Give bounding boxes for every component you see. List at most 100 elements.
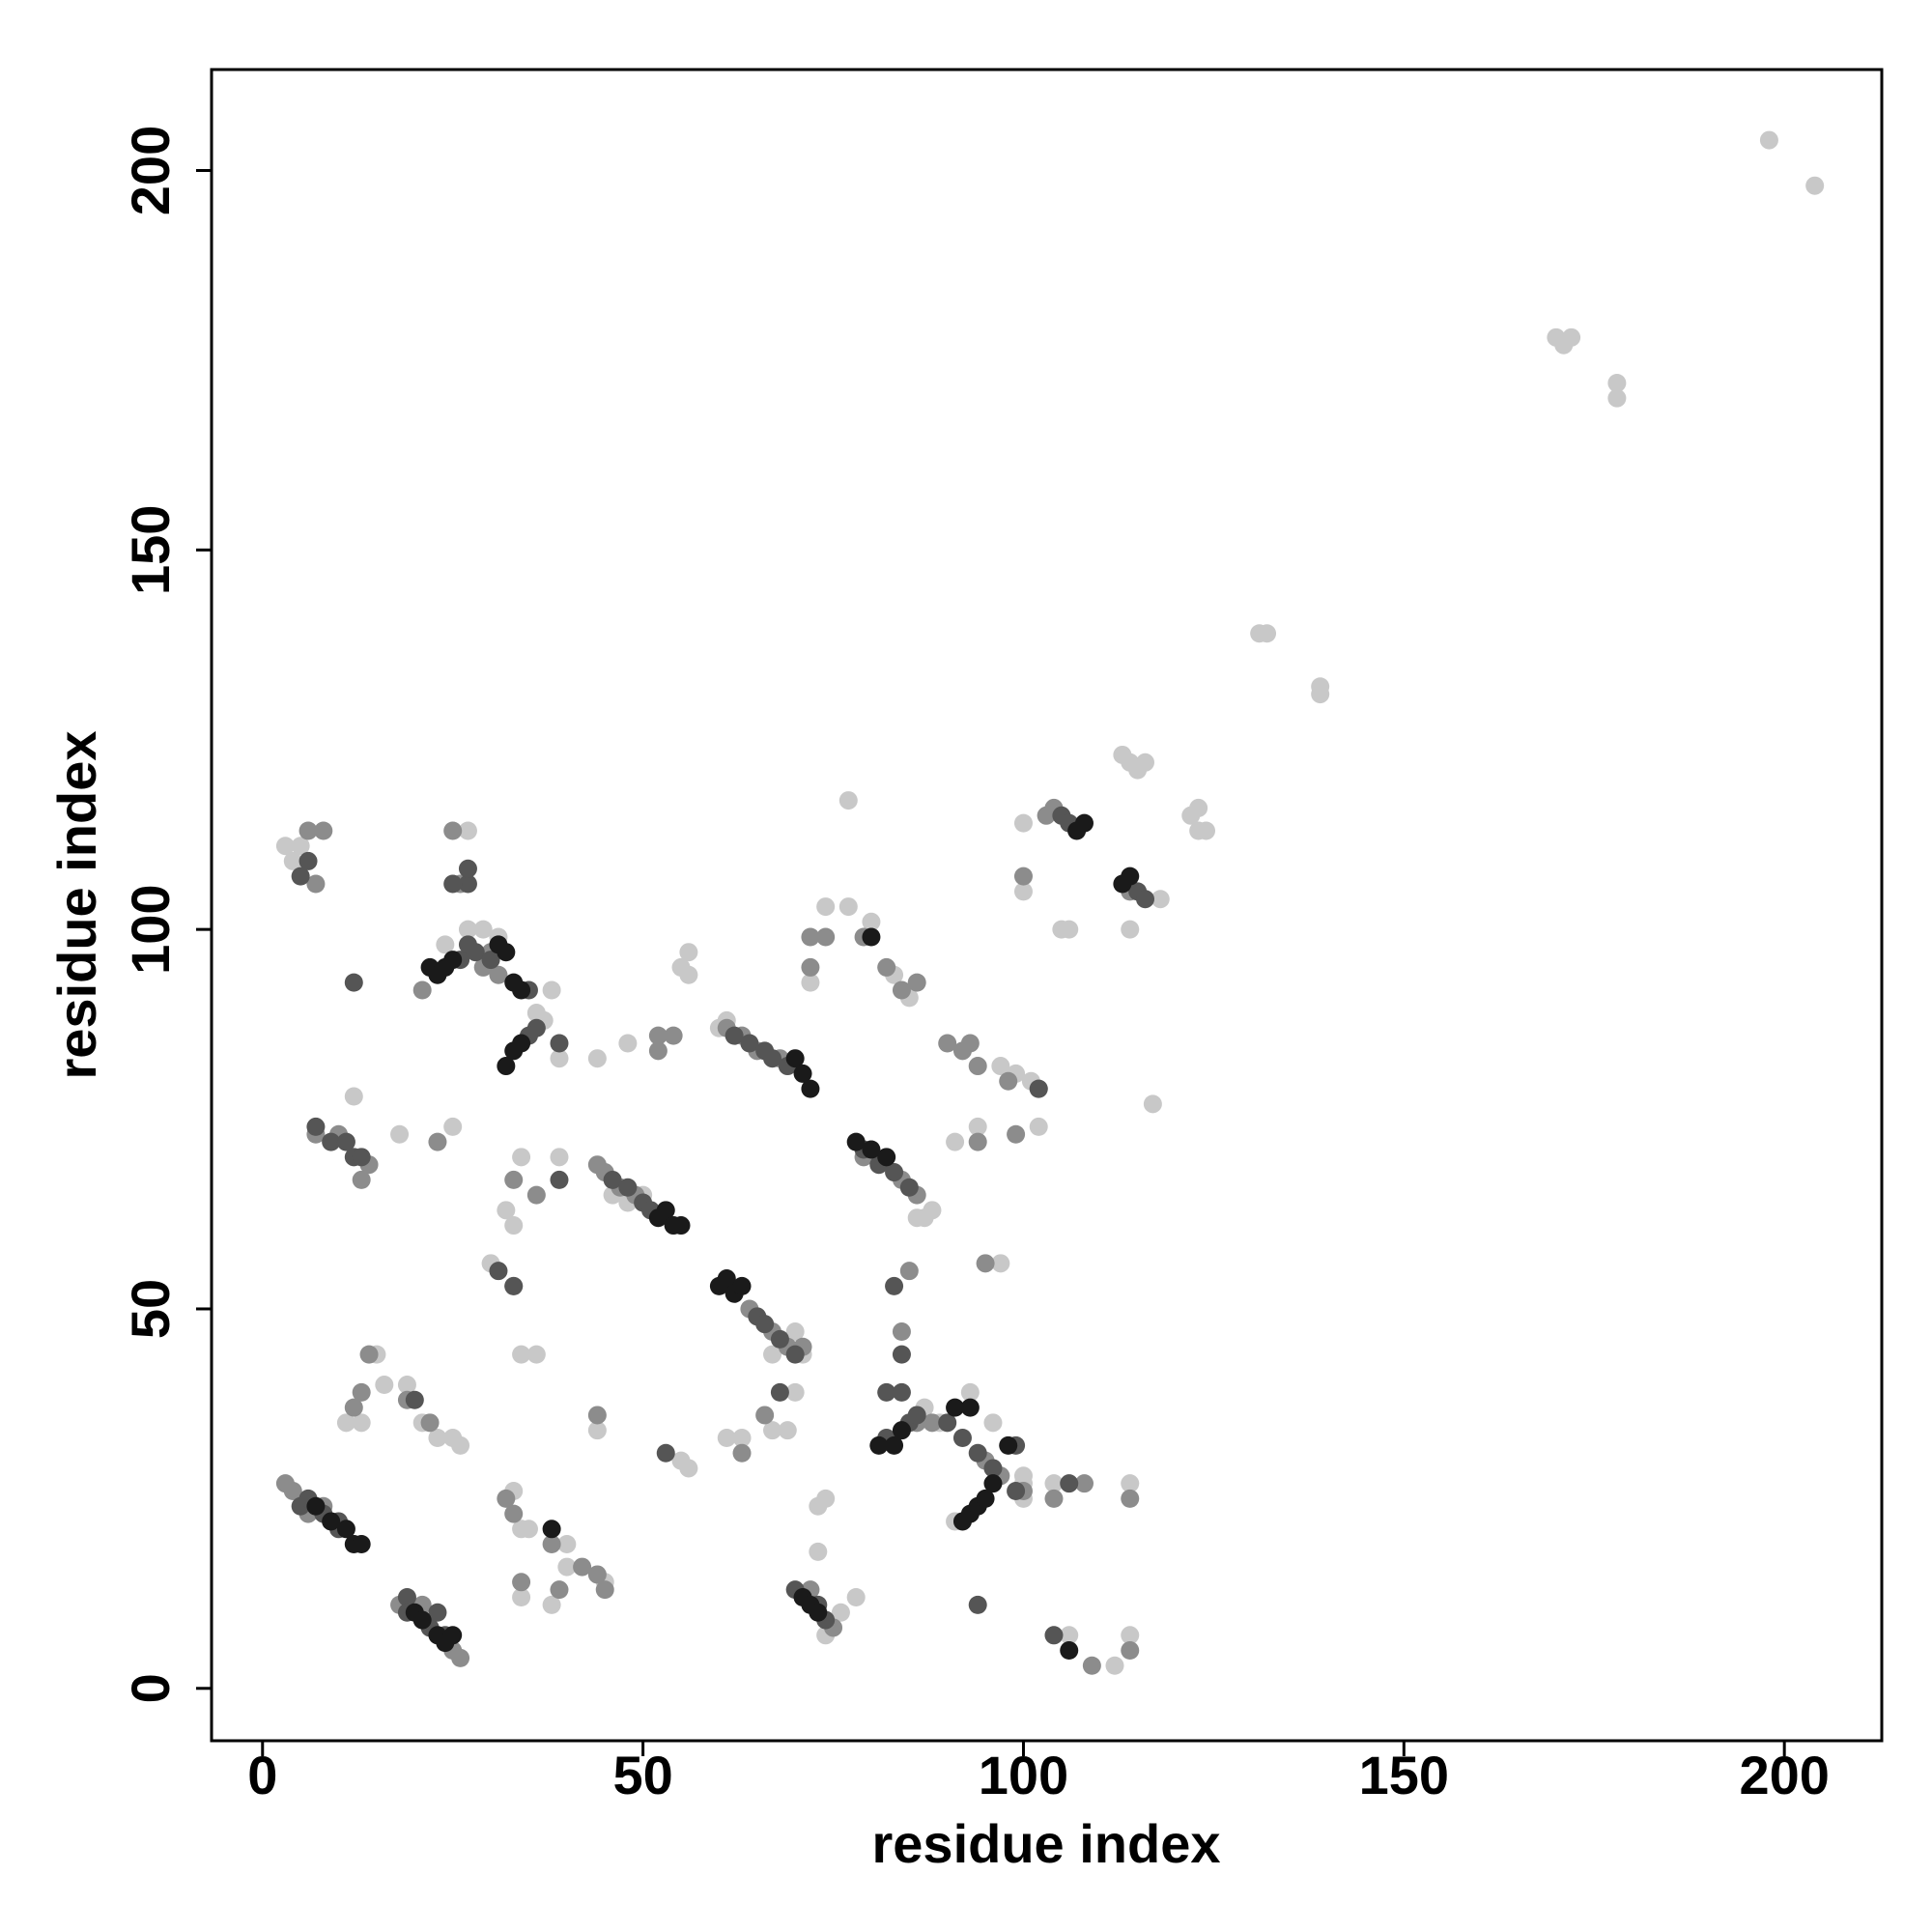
point: [550, 1170, 569, 1189]
point: [885, 1435, 904, 1455]
point: [816, 897, 836, 917]
point: [1013, 813, 1033, 833]
point: [885, 1276, 904, 1295]
x-tick-label: 100: [979, 1745, 1068, 1805]
y-tick-label: 50: [120, 1279, 181, 1339]
x-axis-title: residue index: [871, 1813, 1220, 1874]
point: [412, 980, 432, 1000]
point: [1007, 1482, 1026, 1501]
point: [451, 1648, 470, 1667]
point: [542, 1535, 561, 1554]
point: [473, 920, 493, 939]
point: [809, 1603, 828, 1622]
point: [1189, 798, 1208, 817]
point: [999, 1071, 1018, 1091]
point: [892, 980, 911, 1000]
point: [397, 1588, 416, 1607]
point: [1044, 1489, 1064, 1508]
point: [960, 1034, 980, 1053]
point: [352, 1170, 371, 1189]
point: [732, 1429, 752, 1448]
point: [428, 1132, 447, 1151]
point: [412, 1610, 432, 1630]
point: [443, 1626, 463, 1645]
point: [504, 1276, 524, 1295]
point: [869, 1435, 889, 1455]
point: [1151, 890, 1170, 909]
point: [306, 1117, 326, 1136]
point: [1060, 1626, 1079, 1645]
point: [960, 1398, 980, 1417]
point: [283, 1482, 302, 1501]
point: [512, 1588, 531, 1607]
point: [344, 1087, 363, 1106]
point: [1044, 1626, 1064, 1645]
point: [336, 1413, 355, 1433]
point: [968, 1057, 987, 1076]
point: [785, 1322, 805, 1342]
point: [983, 1459, 1003, 1478]
point: [443, 951, 463, 970]
point: [801, 957, 820, 977]
point: [755, 1315, 775, 1334]
point: [420, 1413, 440, 1433]
point: [968, 1132, 987, 1151]
point: [587, 1049, 607, 1068]
point: [838, 897, 858, 917]
y-tick-label: 150: [120, 505, 181, 595]
point: [770, 1382, 789, 1402]
point: [991, 1057, 1010, 1076]
point: [336, 1520, 355, 1539]
point: [862, 1140, 881, 1159]
point: [344, 1398, 363, 1417]
point: [291, 867, 310, 886]
point: [999, 1435, 1018, 1455]
point: [1105, 1656, 1124, 1675]
point: [785, 1049, 805, 1068]
point: [298, 821, 318, 840]
point: [960, 1382, 980, 1402]
point: [801, 973, 820, 992]
point: [907, 1406, 926, 1425]
point: [763, 1049, 782, 1068]
point: [983, 1413, 1003, 1433]
point: [1805, 176, 1825, 195]
point: [892, 1345, 911, 1364]
point: [497, 1489, 516, 1508]
y-tick-label: 200: [120, 126, 181, 215]
point: [458, 920, 477, 939]
point: [512, 1034, 531, 1053]
point: [976, 1489, 995, 1508]
point: [679, 965, 698, 984]
point: [877, 1382, 896, 1402]
point: [618, 1178, 638, 1197]
point: [458, 874, 477, 894]
point: [946, 1398, 965, 1417]
point: [732, 1443, 752, 1463]
point: [436, 935, 455, 954]
point: [968, 1595, 987, 1614]
point: [1013, 1466, 1033, 1486]
point: [1121, 1489, 1140, 1508]
point: [458, 821, 477, 840]
point: [443, 1117, 463, 1136]
point: [671, 1216, 691, 1236]
point: [526, 1345, 546, 1364]
point: [952, 1429, 972, 1448]
point: [763, 1345, 782, 1364]
point: [352, 1535, 371, 1554]
point: [451, 1435, 470, 1455]
point: [892, 1382, 911, 1402]
point: [816, 1489, 836, 1508]
point: [732, 1276, 752, 1295]
point: [618, 1034, 638, 1053]
point: [801, 1079, 820, 1098]
point: [938, 1413, 957, 1433]
point: [512, 1573, 531, 1592]
point: [481, 951, 500, 970]
point: [550, 1580, 569, 1600]
point: [1060, 1474, 1079, 1493]
point: [877, 1148, 896, 1167]
